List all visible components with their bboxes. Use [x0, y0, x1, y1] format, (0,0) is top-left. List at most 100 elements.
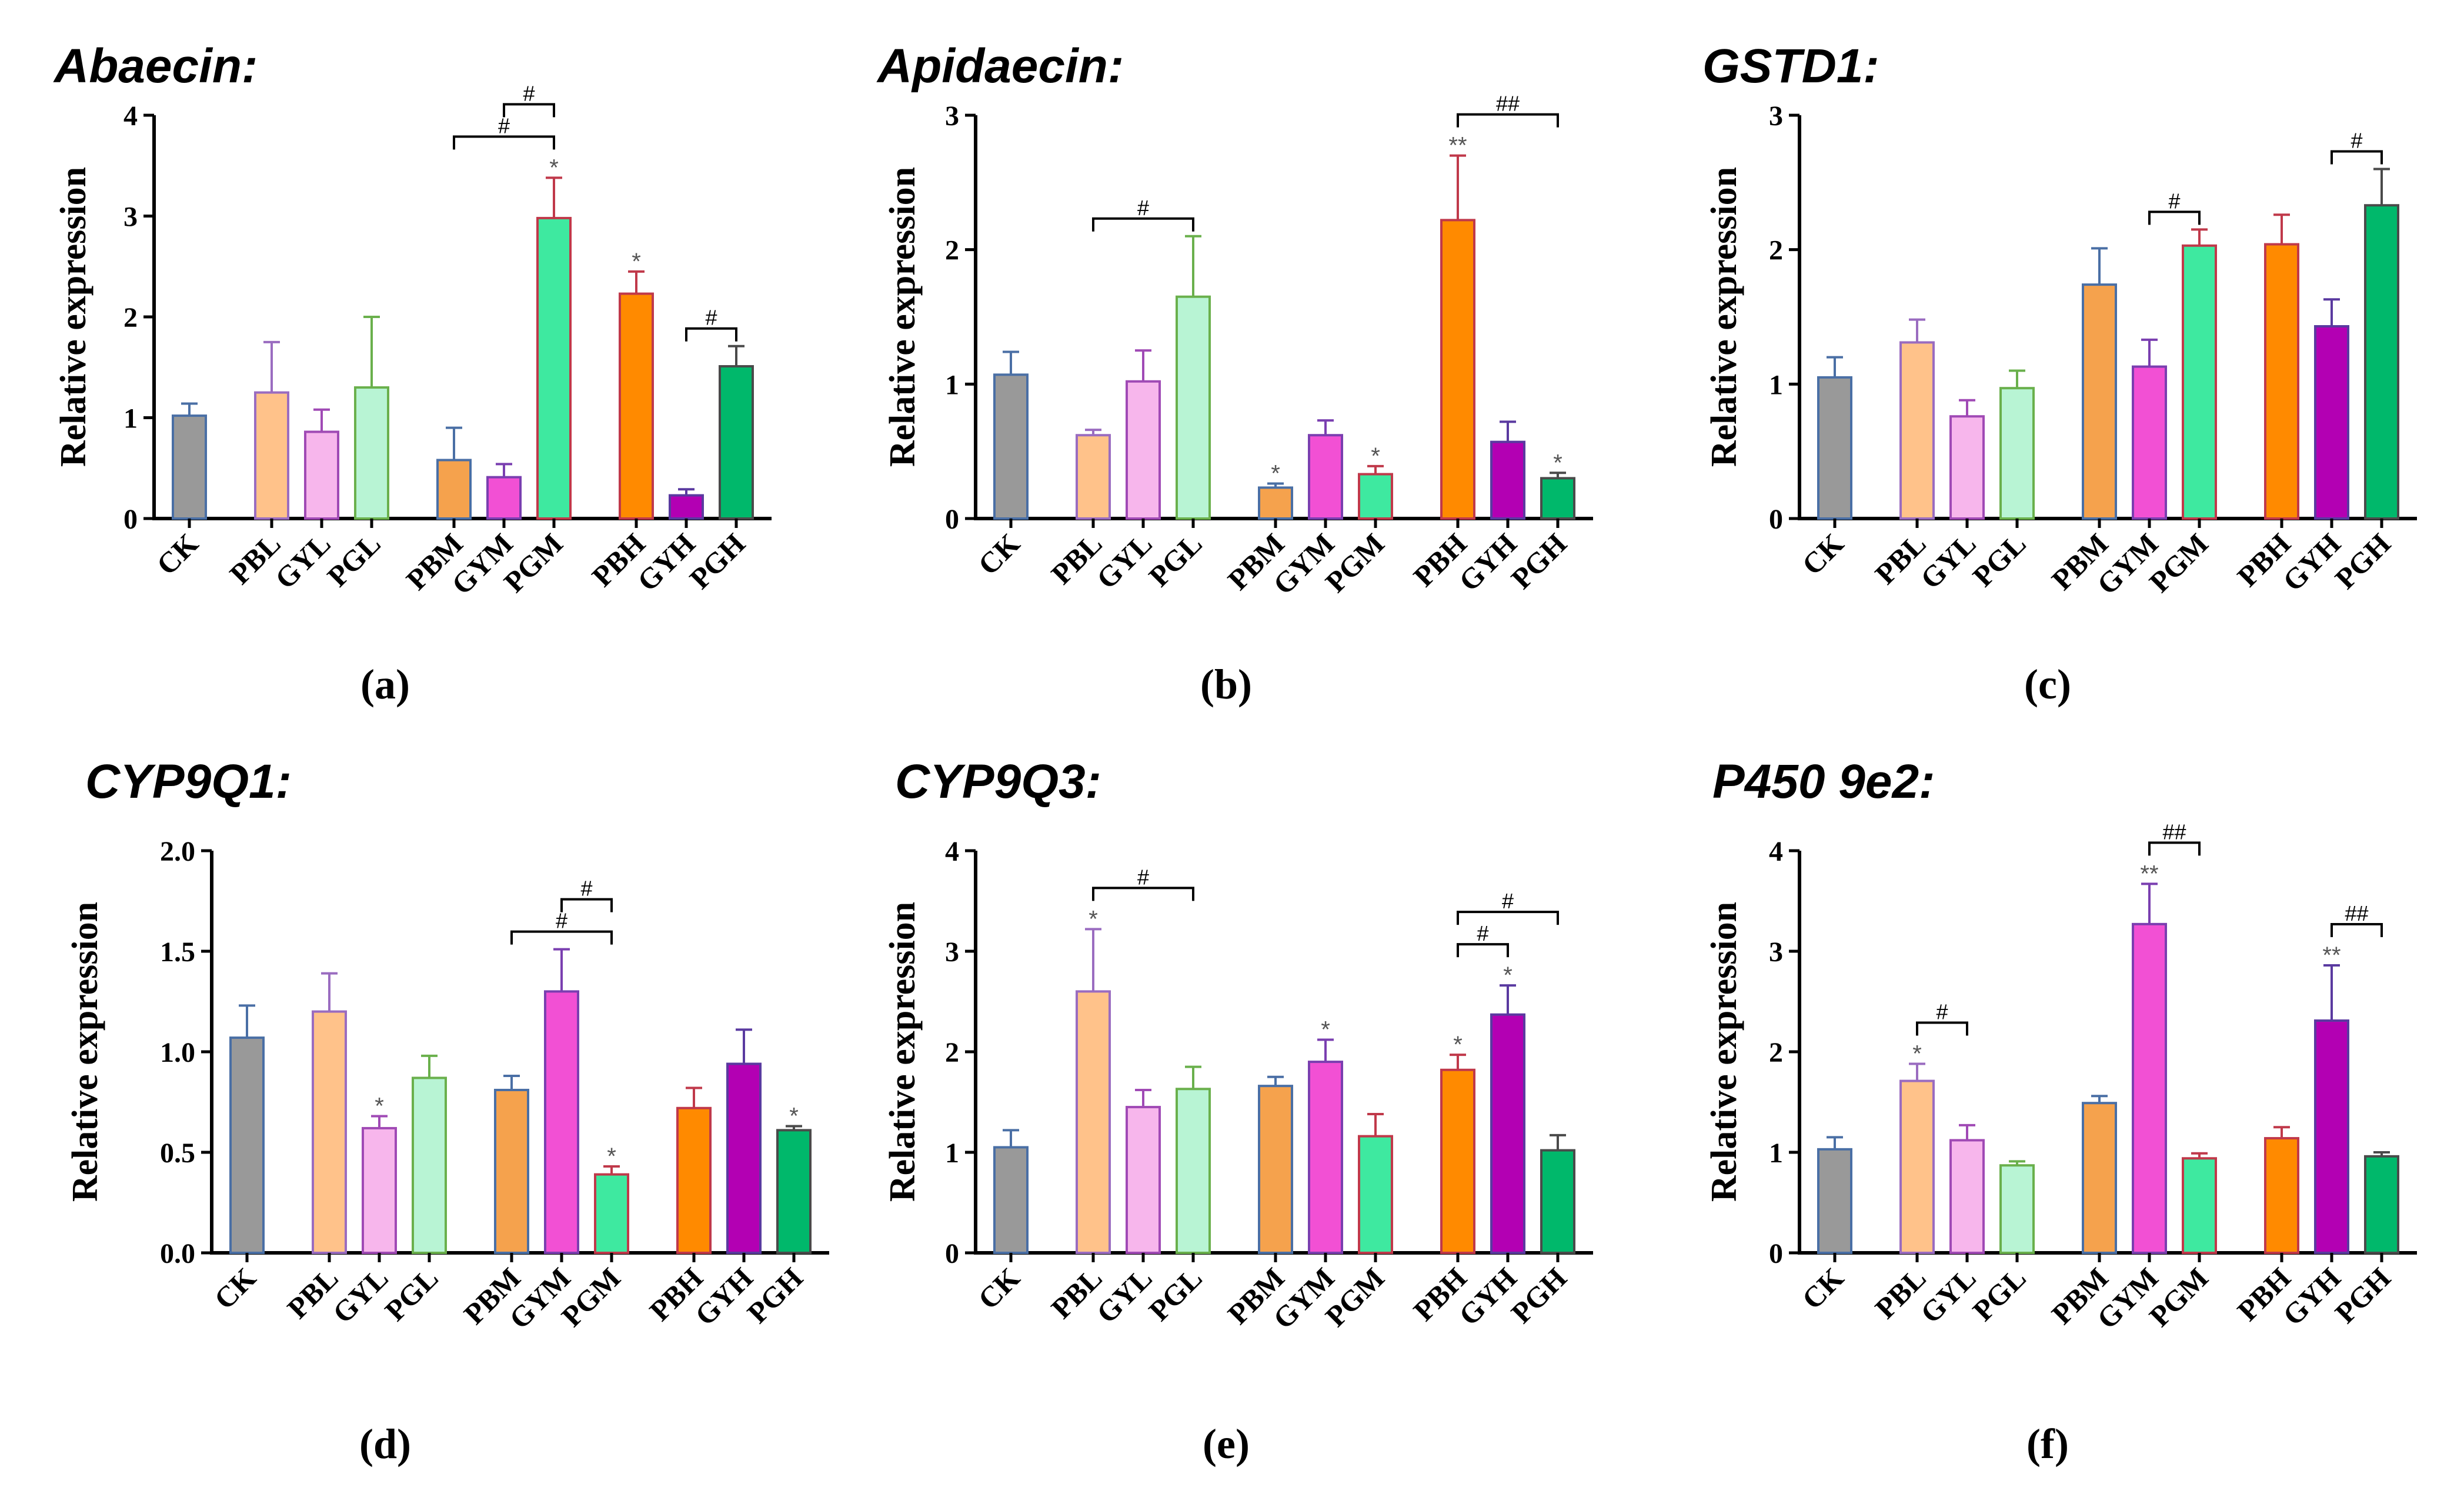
bar-gym — [1308, 434, 1343, 520]
x-tick-label: PGL — [378, 1261, 444, 1327]
y-tick-label: 0.5 — [160, 1138, 195, 1169]
comparison-bracket: # — [503, 81, 555, 118]
panel-label: (c) — [2024, 661, 2071, 708]
x-tick-label: GYL — [269, 527, 337, 595]
significance-mark: * — [1503, 962, 1513, 988]
x-tick-label: GYH — [631, 527, 702, 597]
bar-pbh — [1440, 1068, 1475, 1255]
bar-pgm — [2182, 244, 2217, 520]
bar-pbm — [2082, 283, 2117, 520]
y-tick-label: 1 — [1769, 1138, 1783, 1169]
bar-ck — [172, 414, 207, 520]
comparison-label: # — [556, 909, 567, 933]
significance-mark: ** — [2140, 861, 2158, 887]
comparison-line — [2148, 841, 2201, 856]
significance-mark: * — [1553, 450, 1562, 476]
y-tick-label: 1.0 — [160, 1037, 195, 1068]
y-tick-label: 0 — [123, 504, 138, 535]
comparison-label: ## — [2345, 901, 2368, 925]
significance-mark: * — [1371, 443, 1380, 469]
bar-gym — [2132, 922, 2167, 1254]
bar-gyh — [1490, 440, 1525, 520]
bar-pbl — [312, 1010, 347, 1254]
x-tick-label: GYH — [1453, 527, 1523, 597]
significance-mark: * — [549, 155, 559, 180]
bar-ck — [993, 1146, 1029, 1254]
comparison-label: # — [2168, 189, 2180, 213]
significance-mark: * — [1321, 1016, 1330, 1042]
bar-gyh — [1490, 1013, 1525, 1254]
y-tick-label: 3 — [1769, 101, 1783, 132]
comparison-bracket: # — [1092, 196, 1194, 232]
bar-ck — [229, 1036, 265, 1255]
significance-mark: * — [632, 249, 641, 275]
comparison-label: # — [580, 877, 592, 901]
chart-title: Abaecin: — [53, 39, 258, 93]
y-tick-label: 3 — [1769, 937, 1783, 968]
comparison-bracket: # — [1457, 889, 1559, 925]
y-tick-label: 3 — [945, 101, 959, 132]
bar-pgh — [1540, 1149, 1575, 1254]
bar-gyh — [2314, 325, 2349, 520]
y-axis-label: Relative expression — [54, 167, 94, 467]
y-axis-label: Relative expression — [1704, 902, 1744, 1202]
comparison-bracket: ## — [1457, 92, 1559, 128]
bar-gyl — [1949, 1139, 1985, 1254]
bar-pbl — [1899, 341, 1935, 520]
y-tick-label: 2 — [945, 235, 959, 266]
significance-mark: * — [1453, 1032, 1463, 1058]
comparison-bracket: # — [560, 877, 613, 912]
x-tick-label: PGL — [1966, 1261, 2032, 1327]
x-tick-label: GYH — [689, 1261, 759, 1332]
x-tick-label: GYL — [326, 1261, 395, 1329]
comparison-label: # — [1477, 921, 1488, 945]
bar-pbm — [494, 1088, 529, 1254]
significance-mark: * — [1912, 1041, 1922, 1067]
y-axis-label: Relative expression — [1704, 167, 1744, 467]
y-axis-label: Relative expression — [883, 902, 923, 1202]
bar-gyh — [726, 1062, 762, 1255]
x-tick-label: GYH — [2276, 1261, 2347, 1332]
bar-pgm — [536, 216, 572, 520]
bar-pbm — [436, 459, 472, 520]
comparison-line — [510, 930, 613, 945]
bar-pbl — [1076, 434, 1111, 520]
comparison-bracket: # — [1092, 865, 1194, 901]
comparison-line — [2331, 922, 2383, 937]
comparison-label: # — [1502, 889, 1514, 913]
x-tick-label: GYL — [1090, 527, 1158, 595]
comparison-line — [503, 103, 555, 118]
bar-pbl — [1899, 1079, 1935, 1254]
x-tick-label: CK — [1795, 1261, 1850, 1316]
bar-ck — [1817, 1148, 1852, 1254]
y-tick-label: 2 — [1769, 1037, 1783, 1068]
bar-gyl — [1126, 1106, 1161, 1255]
comparison-bracket: # — [685, 306, 737, 342]
comparison-line — [2331, 150, 2383, 165]
comparison-bracket: # — [453, 113, 555, 150]
comparison-line — [1916, 1021, 1968, 1036]
x-tick-label: PGM — [2143, 1261, 2215, 1333]
bar-gyl — [1949, 415, 1985, 520]
comparison-bracket: # — [1457, 921, 1509, 958]
x-tick-label: PGH — [683, 527, 752, 595]
chart-panel-4: CYP9Q1: (d) Relative expression 0.0 0.5 1.0 1.… — [65, 755, 829, 1467]
x-tick-label: PGH — [2329, 1261, 2397, 1329]
y-tick-label: 4 — [123, 101, 138, 132]
comparison-label: # — [705, 306, 717, 330]
panel-label: (f) — [2026, 1420, 2069, 1467]
x-tick-label: GYL — [1090, 1261, 1158, 1329]
chart-title: GSTD1: — [1702, 39, 1879, 93]
comparison-line — [560, 898, 613, 912]
comparison-bracket: ## — [2331, 901, 2383, 937]
comparison-label: # — [1137, 865, 1149, 889]
bar-pgl — [1999, 387, 2035, 520]
comparison-line — [453, 135, 555, 150]
comparison-bracket: # — [510, 909, 613, 945]
bar-pgm — [1358, 1135, 1393, 1255]
chart-title: CYP9Q3: — [895, 755, 1101, 808]
